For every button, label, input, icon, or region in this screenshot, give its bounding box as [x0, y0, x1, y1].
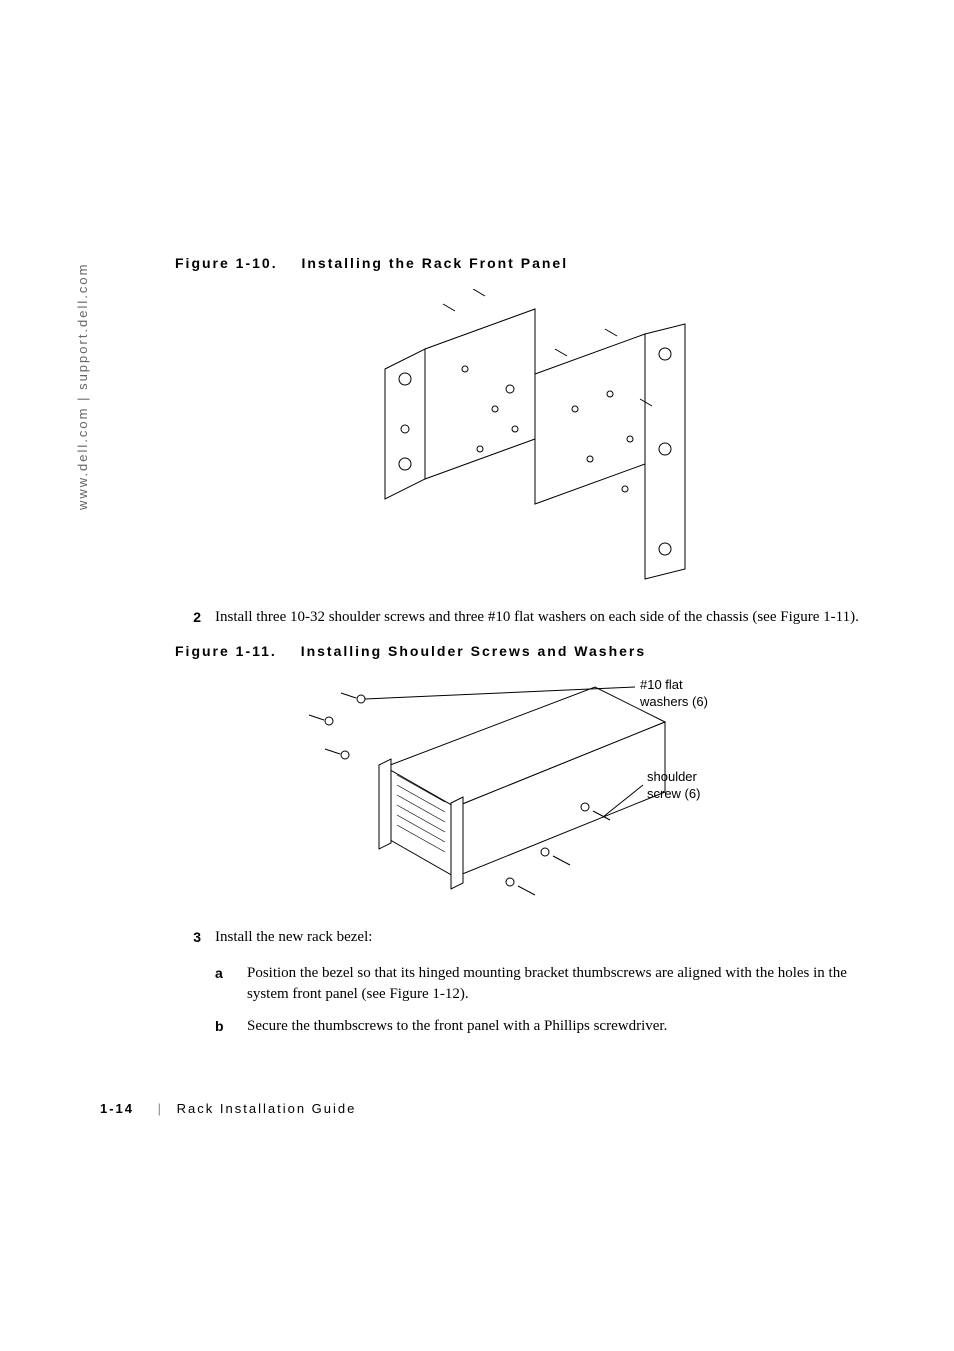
step-3: 3 Install the new rack bezel:	[175, 927, 875, 949]
figure-1-11-caption: Figure 1-11. Installing Shoulder Screws …	[175, 643, 875, 659]
step-number: 2	[175, 607, 201, 627]
substep-text: Position the bezel so that its hinged mo…	[247, 963, 875, 1007]
substep-letter: b	[215, 1016, 233, 1036]
step-2: 2 Install three 10-32 shoulder screws an…	[175, 607, 875, 629]
step-3b: b Secure the thumbscrews to the front pa…	[215, 1016, 875, 1038]
callout-washers: #10 flat washers (6)	[640, 677, 760, 711]
substep-text: Secure the thumbscrews to the front pane…	[247, 1016, 875, 1038]
step-number: 3	[175, 927, 201, 947]
figure-title: Installing Shoulder Screws and Washers	[301, 643, 646, 659]
document-page: www.dell.com | support.dell.com Figure 1…	[0, 0, 954, 1351]
figure-1-11-wrap: #10 flat washers (6) shoulder screw (6)	[285, 677, 765, 907]
figure-1-10-caption: Figure 1-10. Installing the Rack Front P…	[175, 255, 875, 271]
figure-1-11-diagram	[285, 677, 685, 907]
figure-1-10-diagram	[355, 289, 695, 589]
figure-title: Installing the Rack Front Panel	[301, 255, 568, 271]
figure-number: Figure 1-10.	[175, 255, 278, 271]
footer-title: Rack Installation Guide	[177, 1101, 357, 1116]
page-footer: 1-14 | Rack Installation Guide	[100, 1101, 356, 1116]
step-text: Install the new rack bezel:	[215, 927, 875, 949]
figure-number: Figure 1-11.	[175, 643, 277, 659]
step-3a: a Position the bezel so that its hinged …	[215, 963, 875, 1007]
callout-screw: shoulder screw (6)	[647, 769, 767, 803]
substep-letter: a	[215, 963, 233, 983]
side-url: www.dell.com | support.dell.com	[75, 263, 90, 510]
step-text: Install three 10-32 shoulder screws and …	[215, 607, 875, 629]
page-content: Figure 1-10. Installing the Rack Front P…	[175, 255, 875, 1048]
footer-divider: |	[158, 1101, 163, 1116]
page-number: 1-14	[100, 1101, 134, 1116]
